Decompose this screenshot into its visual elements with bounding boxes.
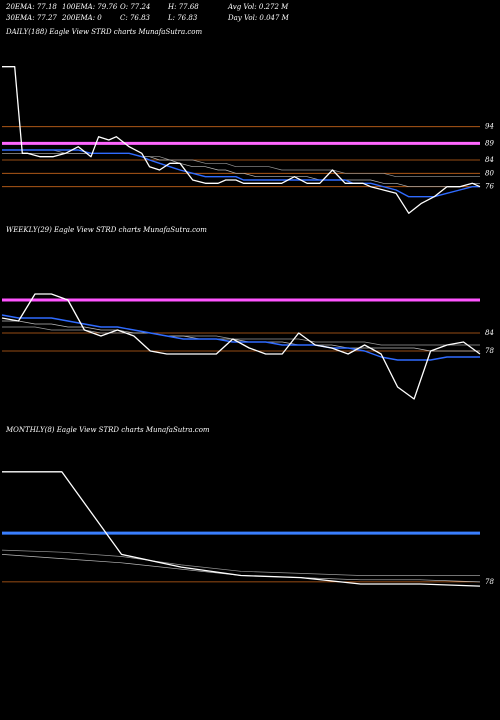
weekly-series-1-line [1, 314, 480, 361]
daily-tick-label: 94 [485, 123, 494, 131]
stat-100ema: 100EMA: 79.76 [62, 3, 118, 11]
stat-low: L: 76.83 [168, 14, 198, 22]
stat-open: O: 77.24 [120, 3, 151, 11]
weekly-series-3-line [2, 326, 480, 346]
daily-series-2-line [2, 152, 480, 188]
daily-tick-label: 76 [485, 183, 494, 191]
stat-200ema: 200EMA: 0 [62, 14, 102, 22]
stat-day-vol: Day Vol: 0.047 M [228, 14, 289, 22]
daily-series-1-line [2, 149, 480, 198]
daily-tick-label: 80 [485, 169, 494, 177]
monthly-series-0-line [2, 471, 481, 587]
monthly-tick-label: 78 [485, 578, 494, 586]
weekly-series-2-line [2, 320, 480, 352]
monthly-chart-title: MONTHLY(8) Eagle View STRD charts Munafa… [6, 426, 210, 434]
weekly-chart-title: WEEKLY(29) Eagle View STRD charts Munafa… [6, 226, 207, 234]
stat-30ema: 30EMA: 77.27 [6, 14, 57, 22]
stat-avg-vol: Avg Vol: 0.272 M [228, 3, 289, 11]
stat-close: C: 76.83 [120, 14, 150, 22]
weekly-series-0-line [1, 293, 481, 400]
daily-chart-title: DAILY(188) Eagle View STRD charts Munafa… [6, 28, 203, 36]
daily-tick-label: 89 [485, 139, 494, 147]
daily-series-3-line [2, 149, 480, 178]
stat-20ema: 20EMA: 77.18 [6, 3, 57, 11]
weekly-tick-label: 78 [485, 347, 494, 355]
daily-series-0-line [2, 66, 481, 214]
daily-tick-label: 84 [485, 156, 494, 164]
weekly-tick-label: 84 [485, 329, 494, 337]
monthly-series-2-line [1, 549, 480, 576]
monthly-series-1-line [1, 554, 481, 583]
stat-high: H: 77.68 [168, 3, 199, 11]
